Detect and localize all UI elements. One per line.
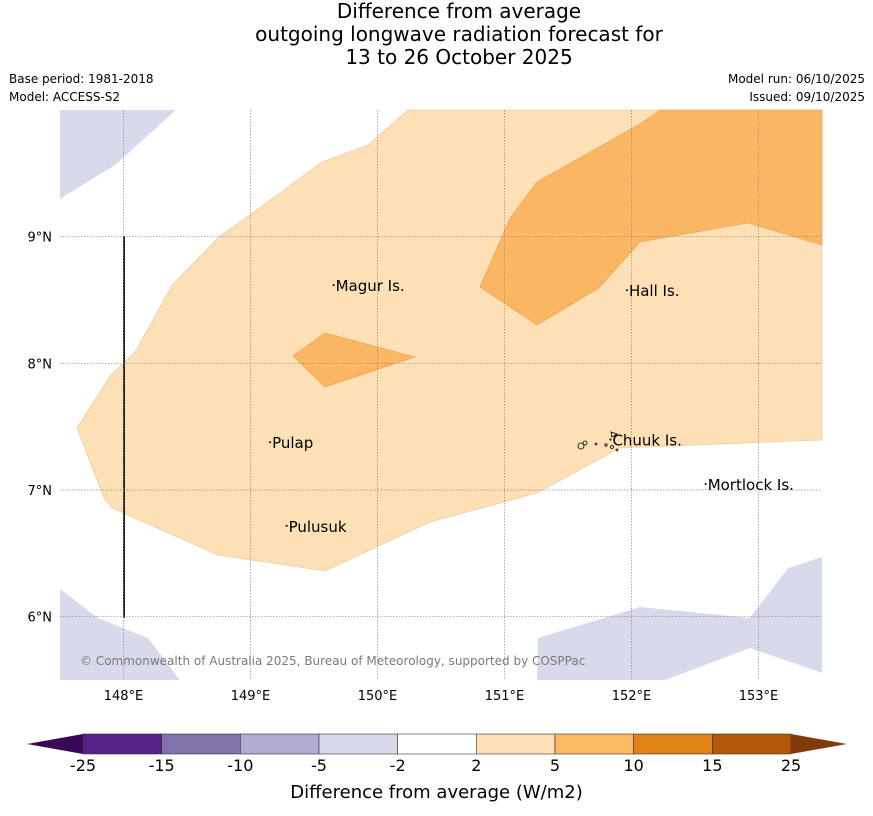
lon-tick-label: 149°E [231,689,271,704]
colorbar-tick-label: 10 [623,756,644,775]
colorbar-segment [712,733,792,755]
island-marker [285,524,288,527]
meta-left: Base period: 1981-2018 Model: ACCESS-S2 [9,70,154,106]
lat-tick-label: 7°N [28,484,53,499]
colorbar-tick-label: 25 [780,756,802,775]
lon-tick-label: 150°E [358,689,398,704]
island-marker [625,289,628,292]
lon-tick-label: 153°E [739,689,779,704]
map-area [60,109,823,680]
place-label: Hall Is. [629,282,680,300]
contour-neg-sw [60,589,180,680]
colorbar-tick-label: -2 [389,756,406,775]
colorbar-segment [633,733,713,755]
contour-neg-se [537,557,822,680]
island-marker [332,284,335,287]
colorbar-tick-label: -15 [148,756,175,775]
colorbar-segment [161,733,241,755]
place-label: Pulap [272,434,313,452]
colorbar-tick-label: 5 [549,756,561,775]
island-marker [269,441,272,444]
lat-tick-label: 9°N [28,231,53,246]
colorbar-tick-label: 2 [471,756,482,775]
lon-tick-label: 148°E [104,689,144,704]
place-label: Magur Is. [336,277,405,295]
title-line-2: outgoing longwave radiation forecast for [255,22,663,46]
colorbar-tick-label: 15 [702,756,723,775]
gridlines [60,110,822,680]
colorbar [27,733,847,755]
place-label: Pulusuk [289,518,347,536]
colorbar-label: Difference from average (W/m2) [290,782,583,803]
colorbar-segment [554,733,634,755]
colorbar-segment [476,733,556,755]
model-run: Model run: 06/10/2025 [727,72,865,86]
chuuk-islands-icon [577,431,619,452]
chart-title: Difference from average outgoing longwav… [0,0,873,69]
model-name: Model: ACCESS-S2 [9,90,121,104]
contour-5-to-10-ne [479,109,823,326]
island-marker [609,438,612,441]
colorbar-extend-max [791,734,847,754]
colorbar-segment [318,733,398,755]
colorbar-segment [240,733,320,755]
contour-5-to-10-patch [292,332,417,388]
axis-ticks: 148°E 149°E 150°E 151°E 152°E 153°E 9°N 8°N 7°N 6… [28,231,779,704]
lat-tick-label: 8°N [28,357,53,372]
colorbar-segment [82,733,162,755]
colorbar-tick-label: -10 [227,756,254,775]
lon-tick-label: 152°E [612,689,652,704]
meta-right: Model run: 06/10/2025 Issued: 09/10/2025 [728,70,865,106]
lon-tick-label: 151°E [485,689,525,704]
colorbar-segment [397,733,477,755]
island-marker [704,483,707,485]
colorbar-tick-label: -25 [69,756,97,775]
lat-tick-label: 6°N [28,611,53,626]
title-line-1: Difference from average [336,0,582,23]
place-labels: Magur Is. Hall Is. Pulap Chuuk Is. Mortlock … [269,277,794,536]
place-label: Chuuk Is. [612,432,681,450]
issued-date: Issued: 09/10/2025 [749,90,865,104]
colorbar-tick-label: -5 [311,756,327,775]
colorbar-extend-min [27,734,83,754]
place-label: Mortlock Is. [708,476,794,494]
contour-neg-nw [60,110,176,199]
copyright-text: © Commonwealth of Australia 2025, Bureau… [80,654,585,668]
title-line-3: 13 to 26 October 2025 [345,45,573,69]
base-period: Base period: 1981-2018 [9,72,154,86]
